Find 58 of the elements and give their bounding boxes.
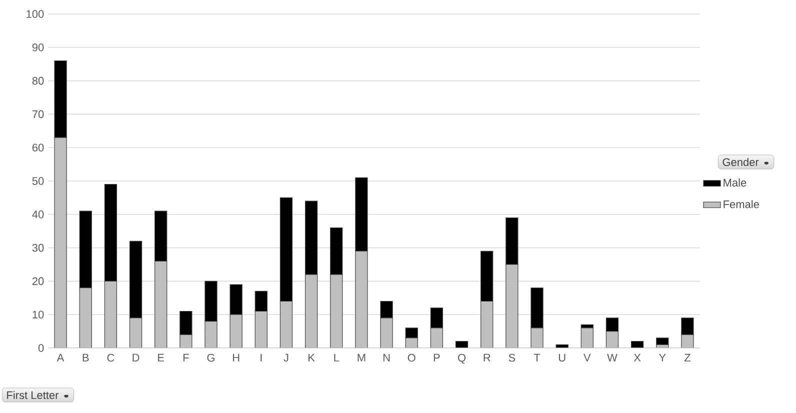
x-tick-label: J xyxy=(284,354,288,362)
legend-label: Male xyxy=(724,178,746,187)
x-tick-label: S xyxy=(508,354,516,362)
y-tick-label: 10 xyxy=(32,310,44,318)
y-tick-label: 50 xyxy=(32,177,44,185)
bar xyxy=(104,184,118,282)
bar xyxy=(129,240,142,318)
bar xyxy=(180,310,192,335)
y-tick-label: 60 xyxy=(32,144,44,152)
bar xyxy=(254,290,268,312)
x-tick-label: Z xyxy=(684,354,690,362)
x-tick-label: W xyxy=(607,354,618,362)
x-tick-label: E xyxy=(158,354,164,362)
x-tick-label: T xyxy=(534,354,540,362)
x-tick-label: F xyxy=(183,354,189,362)
bar xyxy=(304,200,318,275)
bar xyxy=(530,288,544,328)
x-tick-label: V xyxy=(584,354,591,362)
x-tick-label: X xyxy=(634,354,641,362)
x-tick-label: N xyxy=(383,354,390,362)
bar xyxy=(330,227,343,275)
x-tick-label: Q xyxy=(458,354,466,364)
bar xyxy=(204,280,218,322)
x-tick-label: P xyxy=(434,354,440,362)
x-tick-label: K xyxy=(308,354,315,362)
x-tick-label: L xyxy=(334,354,340,362)
x-tick-label: B xyxy=(82,354,89,362)
x-tick-label: R xyxy=(484,354,490,362)
bar xyxy=(506,217,518,265)
bar xyxy=(480,250,494,302)
legend-title: Gender xyxy=(722,158,759,166)
x-tick-label: I xyxy=(260,354,262,362)
y-tick-label: 90 xyxy=(32,43,44,52)
bar xyxy=(154,210,168,262)
y-tick-label: 80 xyxy=(32,76,44,85)
x-tick-label: U xyxy=(558,354,566,362)
bar xyxy=(79,210,92,288)
y-tick-label: 40 xyxy=(32,210,44,218)
x-tick-label: G xyxy=(207,354,214,362)
x-tick-label: O xyxy=(408,354,416,362)
y-tick-label: 0 xyxy=(38,344,44,352)
x-tick-label: M xyxy=(358,354,366,362)
bar xyxy=(355,177,368,252)
x-tick-label: A xyxy=(56,354,64,362)
y-tick-label: 70 xyxy=(32,110,44,118)
text: First Letter xyxy=(7,390,59,400)
y-tick-label: 100 xyxy=(26,10,44,18)
x-tick-label: H xyxy=(233,354,240,362)
bar xyxy=(230,284,242,315)
x-tick-label: D xyxy=(132,354,140,362)
bar xyxy=(430,308,444,328)
x-tick-label: C xyxy=(107,354,114,362)
y-tick-label: 30 xyxy=(32,244,44,252)
bar xyxy=(54,60,67,138)
legend-label: Female xyxy=(724,200,759,208)
bar xyxy=(280,197,293,302)
x-tick-label: Y xyxy=(658,354,666,362)
y-tick-label: 20 xyxy=(32,277,44,286)
